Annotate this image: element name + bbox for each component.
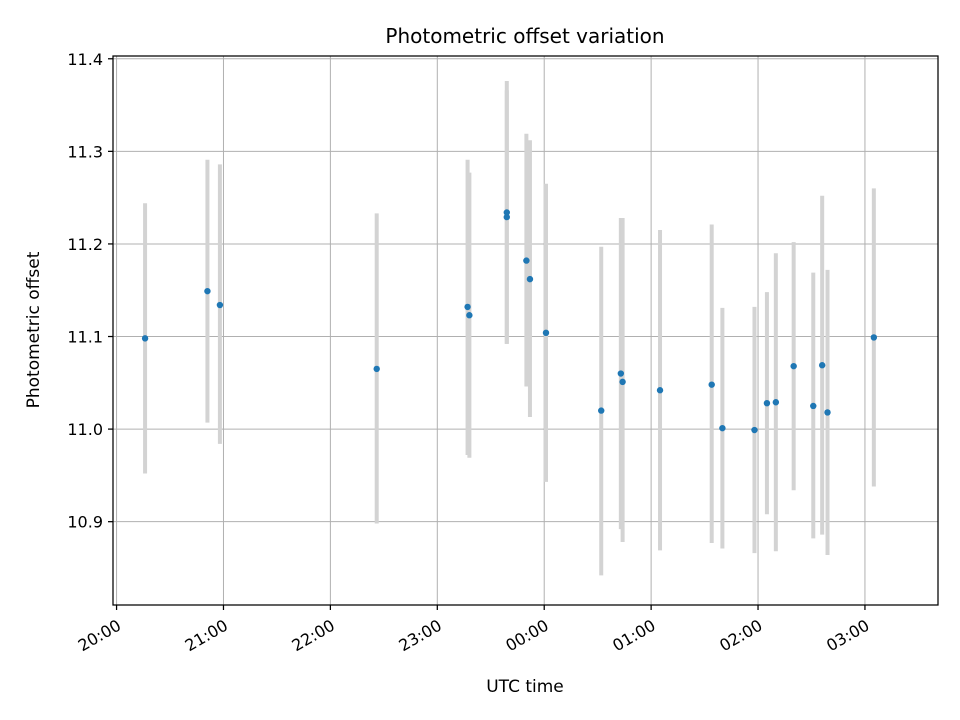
data-point xyxy=(751,426,758,434)
data-point xyxy=(772,399,780,406)
data-point xyxy=(598,407,605,414)
y-tick-label: 11.1 xyxy=(67,328,103,347)
y-tick-label: 11.3 xyxy=(67,142,103,161)
data-point xyxy=(708,381,715,388)
y-tick-label: 11.4 xyxy=(67,50,103,69)
chart-title: Photometric offset variation xyxy=(385,24,664,48)
data-point xyxy=(719,424,726,432)
y-tick-label: 11.2 xyxy=(67,235,103,254)
plot-frame xyxy=(112,55,939,606)
data-point xyxy=(790,362,797,370)
data-point xyxy=(464,303,471,311)
data-point xyxy=(526,275,534,283)
data-point xyxy=(503,213,510,221)
data-point xyxy=(870,334,878,341)
data-point xyxy=(810,402,817,410)
data-point xyxy=(824,409,831,416)
data-point xyxy=(763,399,771,407)
data-point xyxy=(204,287,211,295)
data-point xyxy=(523,257,530,264)
data-point xyxy=(619,378,626,386)
data-point xyxy=(141,335,149,342)
data-point xyxy=(617,370,625,377)
y-axis-label: Photometric offset xyxy=(24,251,44,408)
data-point xyxy=(656,387,664,394)
x-axis-label: UTC time xyxy=(486,677,564,697)
data-point xyxy=(818,362,826,369)
y-tick-label: 11.0 xyxy=(67,420,103,439)
data-points xyxy=(141,209,878,434)
y-tick-label: 10.9 xyxy=(67,513,103,532)
y-axis: 10.9 11.0 11.1 11.2 11.3 11.4 xyxy=(67,50,113,532)
data-point xyxy=(216,301,224,309)
data-point xyxy=(542,329,550,337)
data-point xyxy=(466,312,473,319)
data-point xyxy=(503,209,510,216)
data-point xyxy=(373,365,380,373)
